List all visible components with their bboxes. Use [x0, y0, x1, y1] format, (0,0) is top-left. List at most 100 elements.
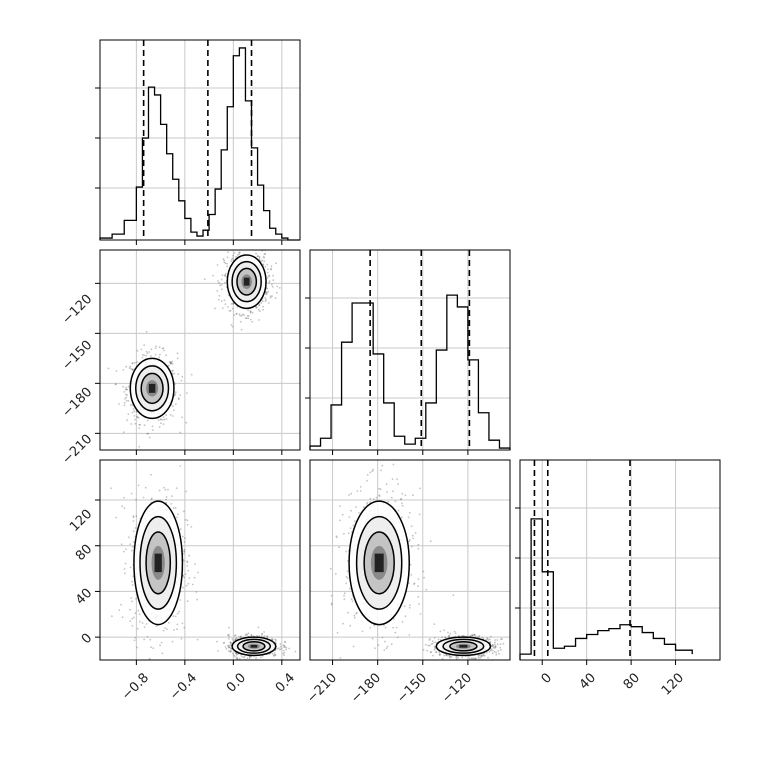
scatter-point: [486, 637, 489, 639]
scatter-point: [160, 641, 163, 644]
scatter-point: [177, 373, 180, 376]
scatter-point: [232, 640, 235, 642]
scatter-point: [183, 541, 186, 543]
scatter-point: [127, 536, 130, 539]
scatter-point: [446, 654, 449, 657]
scatter-point: [500, 649, 502, 651]
y2-tick-label: 0: [79, 631, 95, 647]
scatter-point: [335, 535, 338, 538]
scatter-point: [231, 652, 234, 655]
scatter-point: [170, 363, 172, 365]
scatter-point: [230, 303, 233, 305]
scatter-point: [179, 394, 182, 396]
scatter-point: [258, 255, 261, 258]
joint-1-2-panel: [309, 459, 511, 671]
scatter-point: [396, 478, 398, 480]
scatter-point: [134, 361, 136, 364]
scatter-point: [366, 479, 368, 482]
scatter-point: [417, 578, 420, 580]
scatter-point: [455, 656, 457, 659]
scatter-point: [173, 629, 175, 631]
histogram-step: [519, 518, 693, 660]
contour-line: [139, 515, 178, 610]
scatter-point: [122, 385, 124, 388]
scatter-point: [172, 369, 174, 372]
scatter-point: [499, 643, 502, 646]
scatter-point: [235, 656, 238, 659]
contour-line: [355, 515, 403, 610]
scatter-point: [229, 309, 232, 312]
scatter-point: [355, 612, 358, 615]
scatter-point: [422, 648, 425, 651]
scatter-point: [224, 303, 227, 306]
scatter-point: [136, 415, 138, 418]
scatter-point: [203, 278, 206, 281]
scatter-point: [419, 613, 422, 615]
scatter-point: [427, 644, 429, 647]
scatter-point: [438, 653, 441, 655]
scatter-point: [131, 404, 134, 407]
scatter-point: [395, 626, 398, 629]
contour-line: [226, 254, 267, 310]
scatter-point: [361, 630, 364, 633]
scatter-point: [244, 634, 247, 637]
scatter-point: [152, 429, 154, 431]
scatter-point: [126, 419, 129, 422]
contour-line: [140, 372, 164, 405]
scatter-point: [274, 638, 276, 641]
density-peak: [250, 644, 258, 648]
scatter-point: [274, 641, 277, 643]
scatter-point: [256, 634, 259, 637]
scatter-point: [227, 644, 230, 647]
scatter-point: [171, 640, 174, 643]
scatter-point: [282, 644, 285, 646]
scatter-point: [285, 648, 288, 651]
scatter-point: [120, 543, 123, 546]
scatter-point: [188, 577, 191, 579]
scatter-point: [186, 392, 188, 394]
scatter-point: [131, 549, 133, 552]
scatter-layer: [107, 241, 281, 448]
scatter-point: [294, 650, 297, 653]
scatter-point: [136, 361, 138, 364]
scatter-point: [283, 646, 286, 649]
scatter-point: [166, 628, 168, 631]
scatter-point: [256, 255, 259, 257]
scatter-point: [133, 616, 135, 619]
scatter-point: [492, 645, 495, 647]
scatter-point: [343, 598, 346, 601]
scatter-point: [478, 654, 480, 657]
scatter-point: [176, 623, 179, 626]
scatter-point: [234, 638, 237, 641]
scatter-point: [229, 651, 232, 653]
scatter-point: [141, 622, 144, 624]
scatter-point: [428, 639, 431, 641]
scatter-point: [243, 655, 246, 658]
scatter-point: [330, 603, 333, 606]
scatter-point: [143, 626, 146, 628]
scatter-point: [396, 636, 399, 639]
scatter-point: [231, 325, 234, 328]
scatter-point: [182, 553, 185, 555]
scatter-point: [417, 585, 419, 588]
scatter-point: [115, 370, 118, 372]
scatter-point: [453, 630, 456, 633]
scatter-point: [176, 357, 179, 360]
scatter-point: [123, 507, 126, 509]
scatter-point: [249, 241, 251, 243]
scatter-point: [469, 635, 472, 637]
scatter-point: [264, 252, 267, 255]
scatter-point: [223, 642, 225, 645]
scatter-point: [501, 638, 503, 640]
x0-tick-label: −0.4: [167, 670, 200, 703]
scatter-point: [423, 669, 425, 671]
scatter-point: [226, 644, 229, 647]
scatter-point: [180, 637, 183, 640]
scatter-point: [431, 642, 434, 645]
scatter-point: [408, 606, 411, 609]
scatter-point: [258, 304, 261, 306]
scatter-point: [129, 543, 132, 545]
scatter-point: [123, 404, 126, 407]
panel-border: [99, 459, 301, 661]
